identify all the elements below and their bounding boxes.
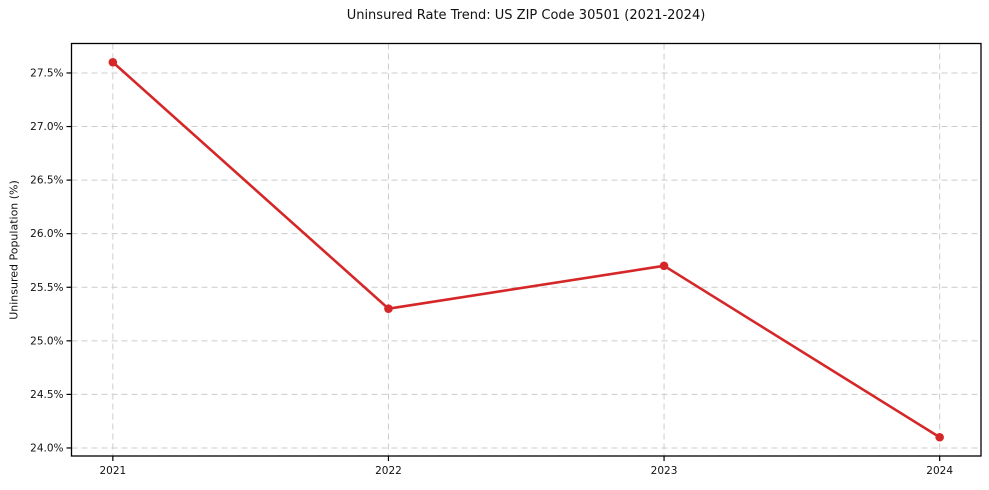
- data-point: [108, 57, 118, 67]
- y-tick-label: 25.0%: [30, 335, 63, 347]
- chart-title: Uninsured Rate Trend: US ZIP Code 30501 …: [346, 8, 706, 23]
- x-tick-label: 2023: [651, 465, 678, 477]
- data-point: [659, 261, 669, 271]
- x-tick-label: 2022: [375, 465, 402, 477]
- y-tick-label: 24.5%: [30, 389, 63, 401]
- x-tick-label: 2021: [99, 465, 126, 477]
- y-tick-label: 26.0%: [30, 228, 63, 240]
- data-point: [384, 304, 393, 313]
- y-tick-label: 27.5%: [30, 67, 63, 79]
- plot-spines: [70, 42, 982, 457]
- y-tick-label: 26.5%: [30, 175, 63, 187]
- y-tick-label: 24.0%: [30, 442, 63, 454]
- y-tick-label: 25.5%: [30, 282, 63, 294]
- y-axis-label: Uninsured Population (%): [7, 180, 21, 320]
- x-tick-label: 2024: [926, 465, 953, 477]
- y-tick-label: 27.0%: [30, 121, 63, 133]
- data-point: [935, 432, 944, 442]
- data-line: [111, 60, 941, 439]
